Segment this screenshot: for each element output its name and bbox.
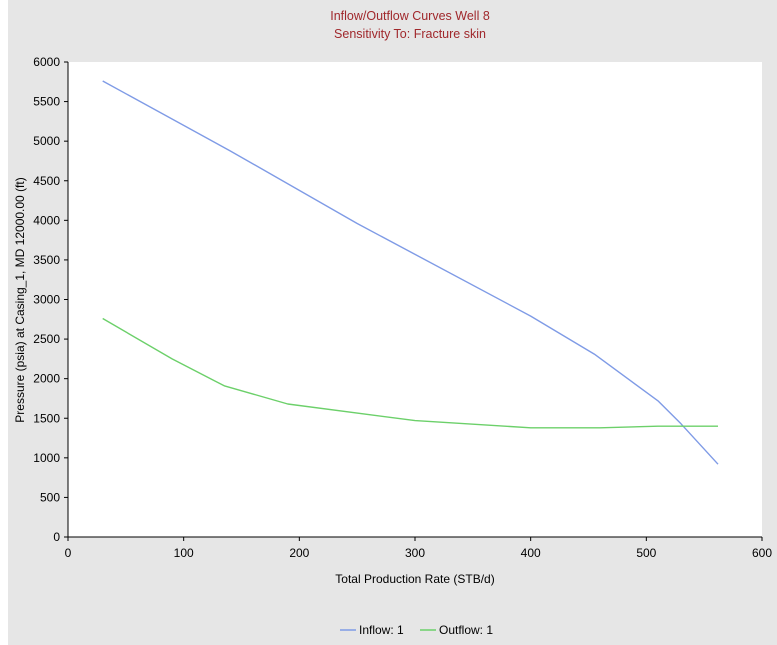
y-tick-label: 4000 bbox=[33, 213, 60, 227]
x-tick-label: 0 bbox=[65, 546, 72, 560]
y-tick-label: 2500 bbox=[33, 332, 60, 346]
x-axis-ticks: 0 100 200 300 400 500 600 bbox=[65, 537, 772, 560]
plot-area bbox=[68, 62, 762, 537]
inflow-curve bbox=[102, 80, 719, 465]
x-axis-label: Total Production Rate (STB/d) bbox=[335, 572, 494, 586]
legend: Inflow: 1 Outflow: 1 bbox=[340, 623, 493, 637]
y-tick-label: 6000 bbox=[33, 55, 60, 69]
y-tick-label: 4500 bbox=[33, 174, 60, 188]
y-tick-label: 500 bbox=[40, 490, 60, 504]
y-tick-label: 3000 bbox=[33, 293, 60, 307]
outflow-curve bbox=[102, 317, 718, 429]
y-axis-ticks: 0 500 1000 1500 2000 2500 3000 3500 4000 4500 5000… bbox=[33, 55, 68, 544]
x-tick-label: 400 bbox=[521, 546, 541, 560]
y-tick-label: 5000 bbox=[33, 134, 60, 148]
y-tick-label: 3500 bbox=[33, 253, 60, 267]
y-tick-label: 1000 bbox=[33, 451, 60, 465]
chart-subtitle: Sensitivity To: Fracture skin bbox=[334, 27, 486, 41]
y-axis-label: Pressure (psia) at Casing_1, MD 12000.00… bbox=[13, 177, 27, 422]
x-tick-label: 500 bbox=[636, 546, 656, 560]
y-tick-label: 2000 bbox=[33, 372, 60, 386]
x-tick-label: 200 bbox=[289, 546, 309, 560]
x-tick-label: 300 bbox=[405, 546, 425, 560]
legend-label: Inflow: 1 bbox=[359, 623, 404, 637]
chart-title: Inflow/Outflow Curves Well 8 bbox=[330, 9, 490, 23]
x-tick-label: 600 bbox=[752, 546, 772, 560]
y-tick-label: 5500 bbox=[33, 95, 60, 109]
y-tick-label: 0 bbox=[53, 530, 60, 544]
series-lines bbox=[102, 80, 719, 465]
legend-label: Outflow: 1 bbox=[439, 623, 493, 637]
x-tick-label: 100 bbox=[174, 546, 194, 560]
y-tick-label: 1500 bbox=[33, 411, 60, 425]
